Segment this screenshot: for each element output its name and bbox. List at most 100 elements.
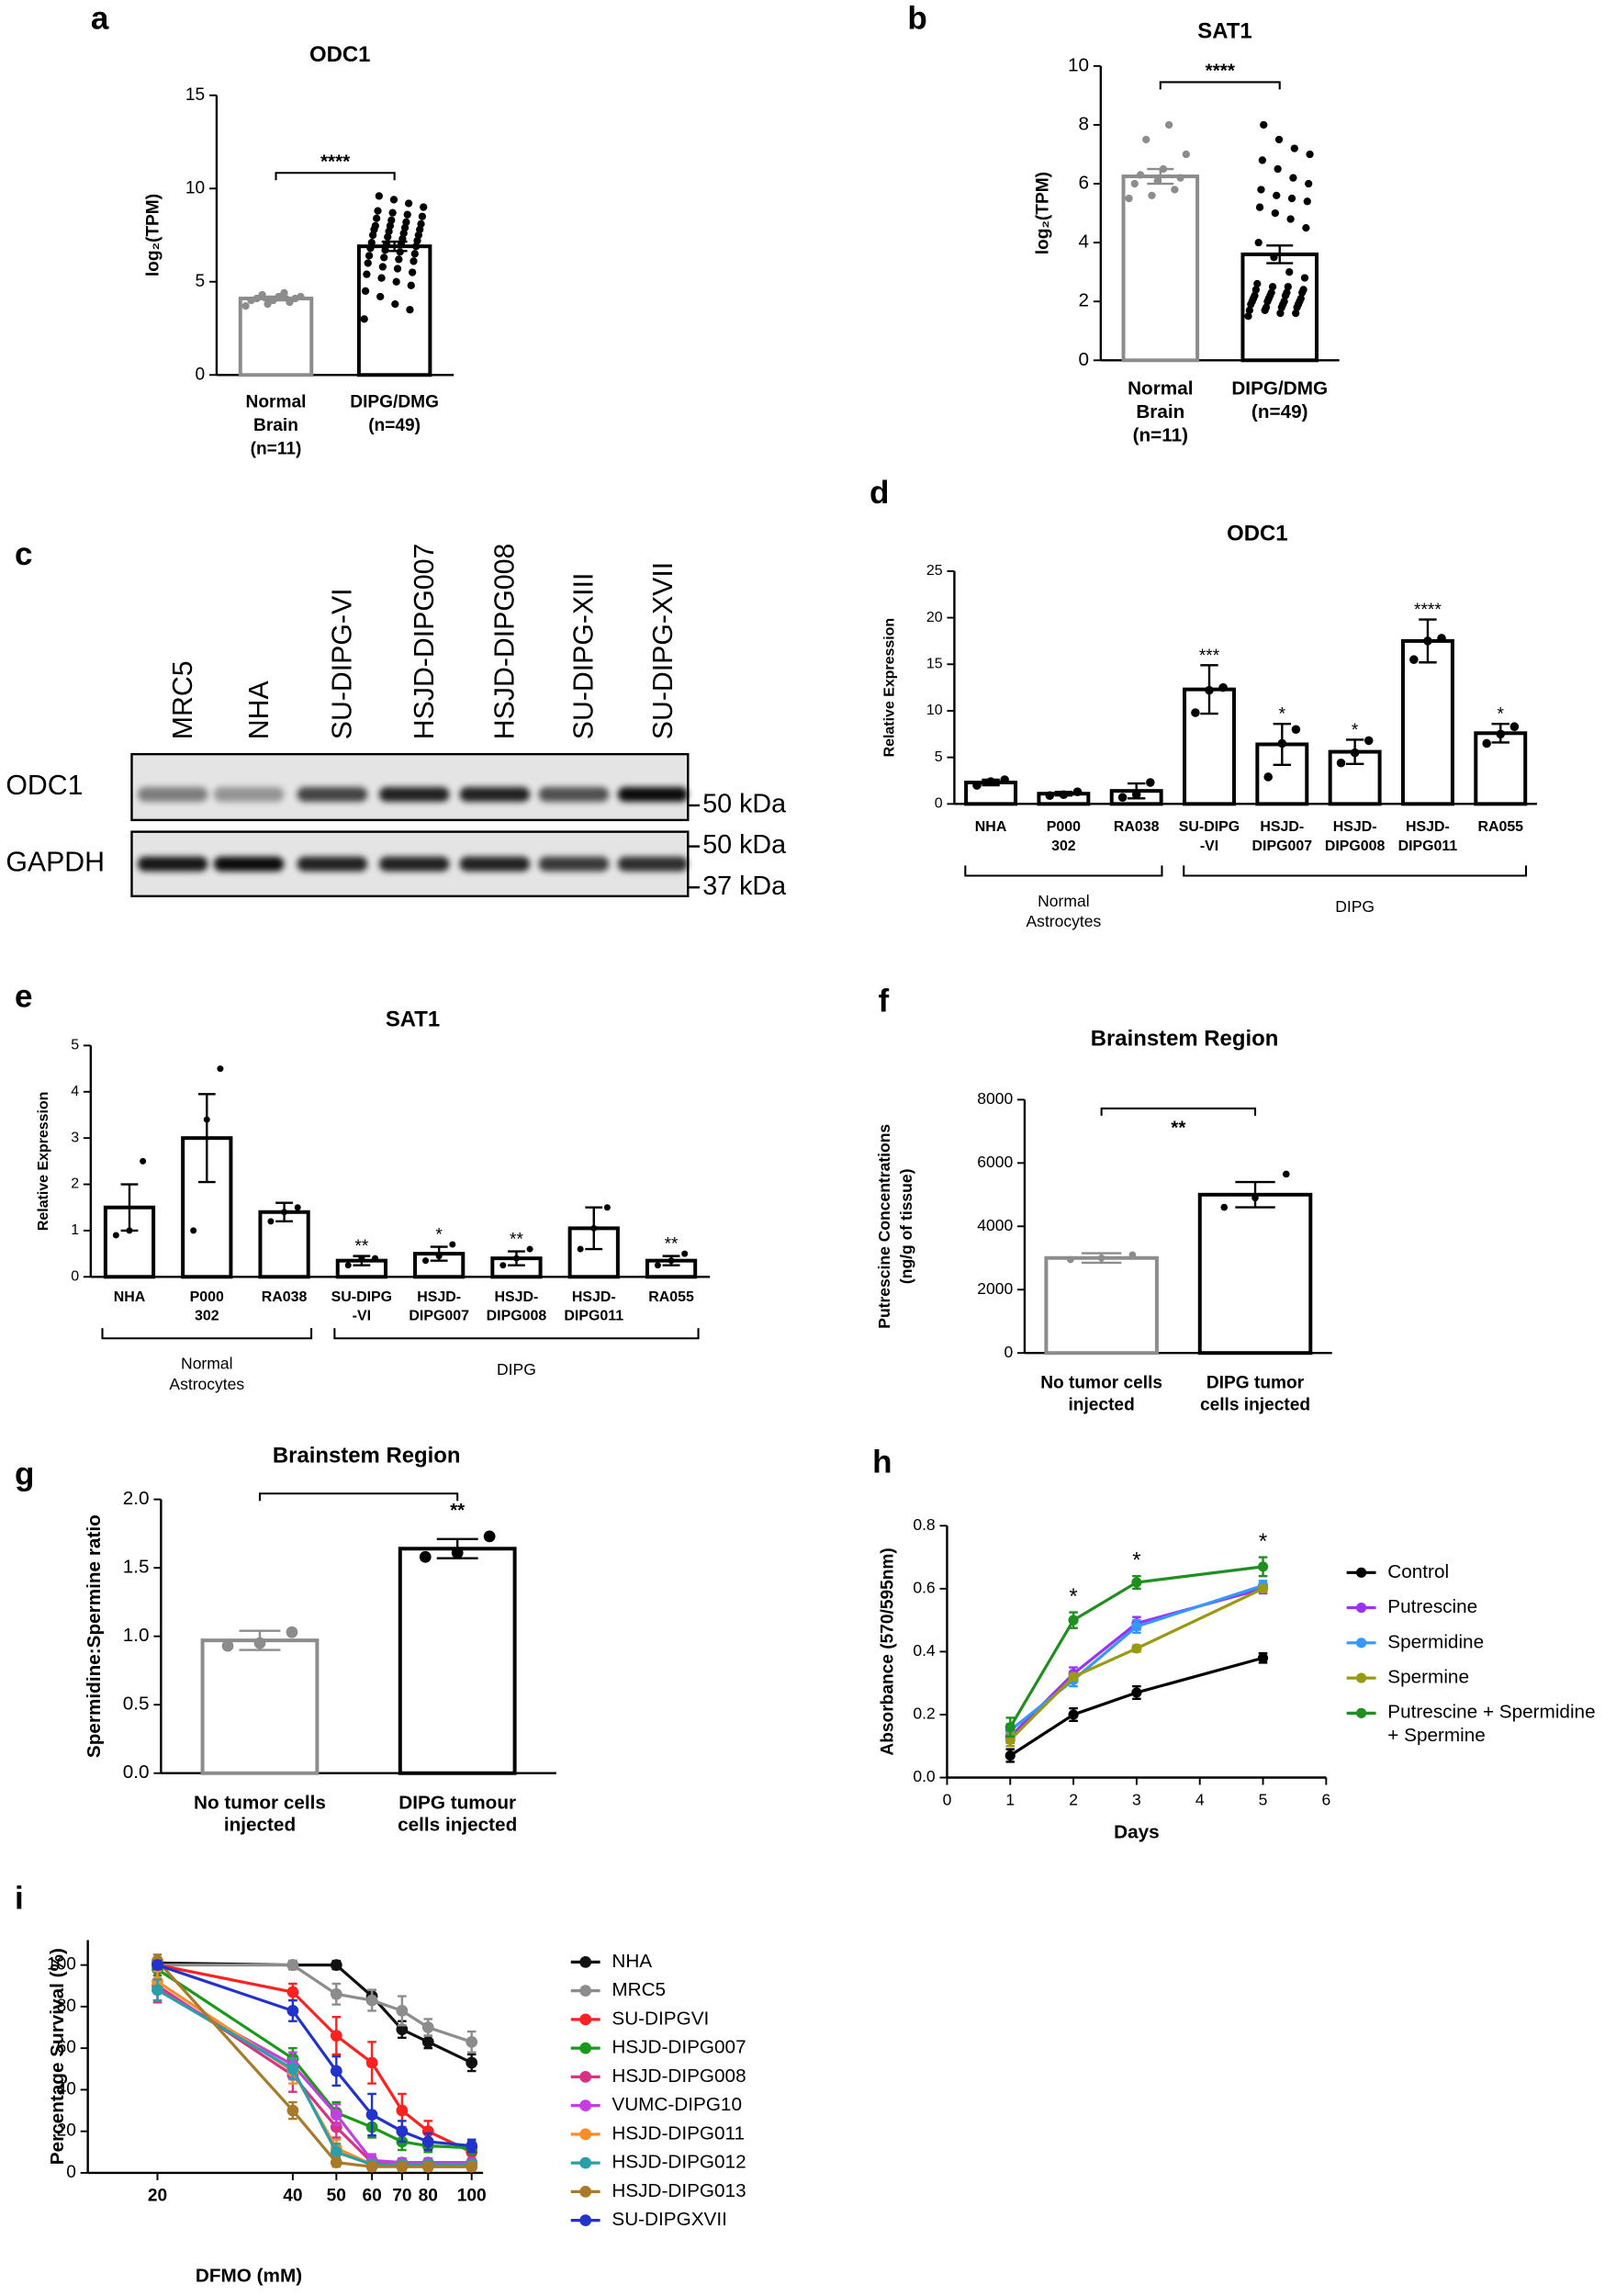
x-tick-label: Normal (1128, 378, 1193, 400)
data-point (396, 248, 404, 256)
data-point (375, 192, 383, 200)
data-point (269, 296, 277, 305)
data-point (126, 1227, 133, 1234)
x-tick-label: 1 (1005, 1791, 1015, 1809)
data-point (1254, 239, 1262, 247)
data-point (1257, 1583, 1269, 1594)
data-point (1282, 1170, 1290, 1178)
data-point (654, 1262, 661, 1269)
x-tick-label: 40 (283, 2186, 302, 2205)
data-point (1270, 253, 1278, 262)
data-point (410, 250, 419, 258)
significance-label: **** (1414, 601, 1442, 620)
y-axis-label: Relative Expression (881, 618, 897, 757)
data-point (152, 1984, 163, 1997)
panel-label: c (15, 536, 33, 572)
blot-band (617, 856, 689, 872)
data-point (330, 2030, 342, 2042)
y-axis-label: log₂(TPM) (143, 194, 163, 276)
data-point (1303, 197, 1311, 206)
data-point (406, 306, 414, 314)
x-tick-label: HSJD- (495, 1289, 539, 1305)
group-label: Astrocytes (169, 1375, 244, 1393)
x-tick-label: DIPG008 (487, 1309, 547, 1324)
data-point (1274, 164, 1282, 174)
blot-band (459, 856, 531, 872)
panel-label: f (879, 983, 890, 1019)
blot-band (538, 856, 610, 872)
x-tick-label: Normal (246, 393, 307, 412)
data-point (330, 1959, 342, 1971)
legend-label: Spermidine (1387, 1631, 1484, 1652)
data-point (1350, 748, 1360, 758)
x-tick-label: HSJD- (417, 1289, 461, 1305)
legend-marker (1356, 1603, 1367, 1614)
data-point (396, 2005, 409, 2017)
x-tick-label: injected (224, 1815, 296, 1836)
data-point (286, 1959, 299, 1971)
bar (1121, 174, 1200, 363)
data-point (344, 1262, 352, 1269)
data-point (403, 210, 411, 219)
data-point (1136, 171, 1145, 179)
data-point (1131, 1643, 1142, 1654)
data-point (264, 299, 272, 309)
y-tick-label: 10 (185, 178, 205, 197)
data-point (365, 2109, 378, 2121)
data-point (258, 290, 266, 299)
data-point (1159, 164, 1168, 174)
marker-label: 50 kDa (702, 830, 786, 860)
y-tick-label: 8000 (977, 1089, 1013, 1108)
y-tick-label: 10 (926, 703, 943, 718)
x-tick-label: (n=11) (1133, 425, 1188, 446)
legend-marker (579, 2128, 592, 2141)
data-point (986, 777, 995, 786)
x-tick-label: 70 (392, 2186, 411, 2205)
legend-marker (579, 2042, 592, 2054)
blot-band (378, 787, 450, 802)
data-point (286, 2005, 299, 2017)
panel-label: g (15, 1456, 34, 1491)
significance-label: ** (450, 1500, 466, 1521)
data-point (402, 218, 410, 226)
data-point (1117, 793, 1128, 803)
data-point (1267, 288, 1275, 297)
data-point (421, 2021, 434, 2033)
data-point (360, 315, 368, 323)
legend-label: HSJD-DIPG008 (612, 2065, 746, 2087)
data-point (267, 1218, 275, 1225)
data-point (1171, 186, 1179, 194)
significance-bracket (275, 172, 396, 181)
data-point (1257, 1652, 1269, 1663)
y-tick-label: 5 (196, 272, 206, 291)
significance-label: ** (1171, 1118, 1186, 1139)
data-point (1299, 286, 1307, 294)
data-point (410, 257, 418, 265)
data-point (1296, 294, 1305, 303)
legend-label: HSJD-DIPG011 (612, 2122, 745, 2144)
y-tick-label: 8 (1079, 113, 1090, 134)
y-tick-label: 1.5 (123, 1557, 150, 1578)
x-tick-label: injected (1068, 1396, 1134, 1415)
legend-label: MRC5 (612, 1979, 666, 2000)
x-tick-label: (n=49) (368, 416, 421, 435)
blot-row-label: ODC1 (6, 771, 83, 801)
y-tick-label: 0.8 (913, 1515, 935, 1534)
data-point (330, 1987, 342, 2000)
data-point (286, 298, 294, 307)
data-point (152, 1959, 163, 1971)
y-axis-label: Relative Expression (36, 1092, 51, 1231)
data-point (1280, 298, 1288, 306)
y-axis-label: Spermidine:Spermine ratio (84, 1514, 105, 1758)
x-tick-label: SU-DIPG (331, 1289, 392, 1305)
y-tick-label: 2 (1079, 290, 1090, 311)
x-tick-label: P000 (190, 1289, 224, 1305)
x-tick-label: 2 (1069, 1791, 1078, 1809)
chart-title: Brainstem Region (1091, 1026, 1279, 1051)
y-tick-label: 80 (57, 1997, 76, 2016)
data-point (374, 207, 382, 215)
data-point (417, 219, 425, 228)
data-point (365, 1994, 378, 2007)
data-point (252, 294, 261, 303)
data-point (1131, 790, 1141, 800)
